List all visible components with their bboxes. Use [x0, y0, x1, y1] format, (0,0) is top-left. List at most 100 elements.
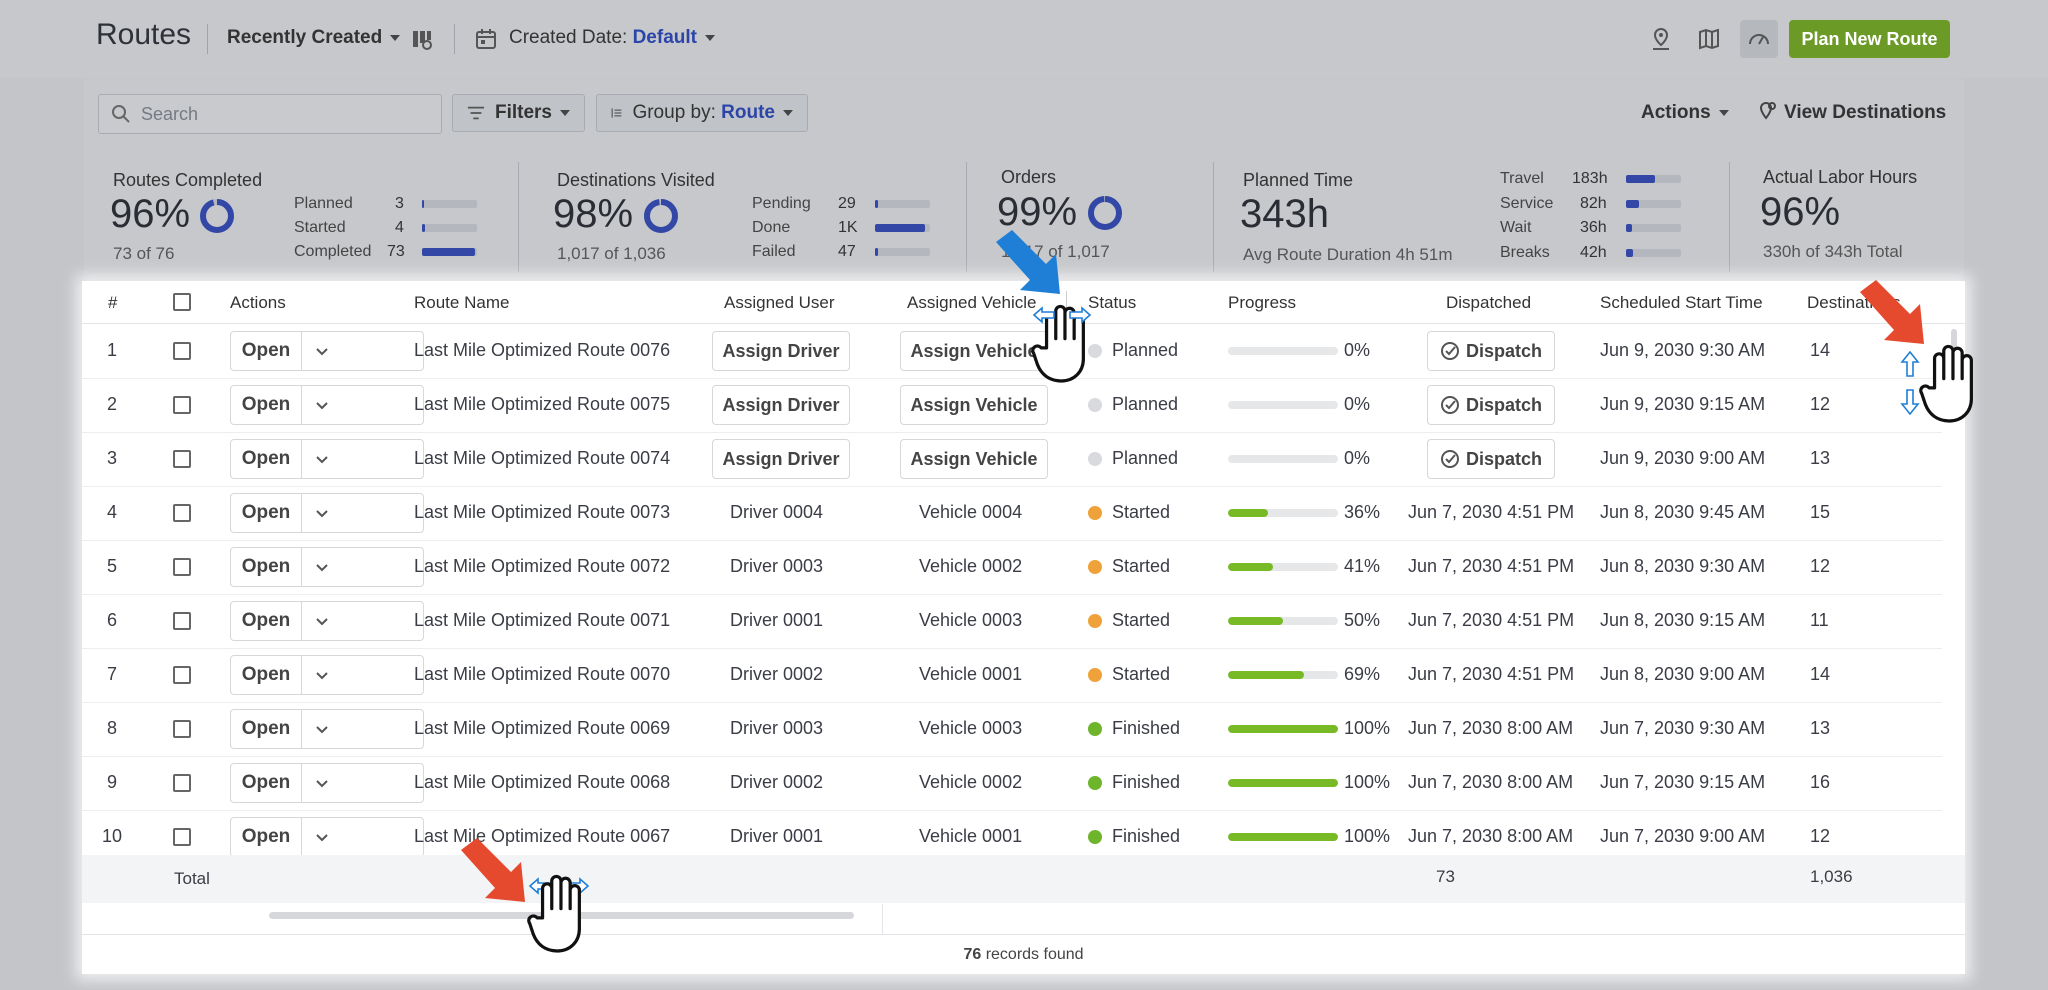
assigned-user[interactable]: Driver 0001: [730, 610, 824, 630]
progress-label: 0%: [1344, 340, 1371, 360]
open-route-button[interactable]: Open: [230, 601, 424, 641]
column-header-assigned-user[interactable]: Assigned User: [724, 293, 835, 312]
row-checkbox[interactable]: [173, 504, 191, 522]
open-route-button[interactable]: Open: [230, 385, 424, 425]
dispatch-button[interactable]: Dispatch: [1427, 385, 1555, 425]
route-name[interactable]: Last Mile Optimized Route 0071: [414, 610, 671, 630]
route-name[interactable]: Last Mile Optimized Route 0067: [414, 826, 671, 846]
chevron-down-icon[interactable]: [315, 398, 329, 412]
assign-vehicle-button[interactable]: Assign Vehicle: [900, 439, 1048, 479]
column-header-status[interactable]: Status: [1088, 293, 1137, 312]
table-row[interactable]: 4 Open Last Mile Optimized Route 0073 Drive…: [82, 486, 1942, 541]
route-name[interactable]: Last Mile Optimized Route 0069: [414, 718, 671, 738]
assign-driver-button[interactable]: Assign Driver: [712, 331, 850, 371]
assign-driver-button[interactable]: Assign Driver: [712, 439, 850, 479]
table-row[interactable]: 1 Open Last Mile Optimized Route 0076 Assig…: [82, 324, 1942, 379]
table-row[interactable]: 2 Open Last Mile Optimized Route 0075 Assig…: [82, 378, 1942, 433]
actions-dropdown[interactable]: Actions: [1641, 102, 1729, 124]
chevron-down-icon[interactable]: [315, 344, 329, 358]
row-checkbox[interactable]: [173, 450, 191, 468]
assigned-vehicle[interactable]: Vehicle 0001: [919, 826, 1023, 846]
select-all-checkbox[interactable]: [173, 293, 191, 311]
assigned-user[interactable]: Driver 0003: [730, 556, 824, 576]
assign-vehicle-button[interactable]: Assign Vehicle: [900, 385, 1048, 425]
column-settings-icon[interactable]: [410, 28, 434, 52]
row-checkbox[interactable]: [173, 558, 191, 576]
row-checkbox[interactable]: [173, 774, 191, 792]
assigned-vehicle[interactable]: Vehicle 0004: [919, 502, 1023, 522]
chevron-down-icon[interactable]: [315, 452, 329, 466]
chevron-down-icon[interactable]: [315, 614, 329, 628]
dispatched-time: Jun 7, 2030 8:00 AM: [1408, 826, 1574, 846]
sort-dropdown[interactable]: Recently Created: [227, 27, 401, 49]
assigned-user[interactable]: Driver 0004: [730, 502, 824, 522]
chevron-down-icon[interactable]: [315, 506, 329, 520]
location-pin-icon[interactable]: [1648, 26, 1674, 52]
caret-down-icon: [783, 110, 793, 116]
date-filter-dropdown[interactable]: Created Date: Default: [509, 27, 715, 49]
table-row[interactable]: 3 Open Last Mile Optimized Route 0074 Assig…: [82, 432, 1942, 487]
row-checkbox[interactable]: [173, 342, 191, 360]
column-header-assigned-vehicle[interactable]: Assigned Vehicle: [907, 293, 1037, 312]
view-destinations-button[interactable]: View Destinations: [1758, 101, 1946, 124]
plan-new-route-button[interactable]: Plan New Route: [1789, 20, 1950, 58]
row-checkbox[interactable]: [173, 396, 191, 414]
open-route-button[interactable]: Open: [230, 493, 424, 533]
open-route-button[interactable]: Open: [230, 547, 424, 587]
column-header-number[interactable]: #: [108, 293, 118, 312]
route-name[interactable]: Last Mile Optimized Route 0072: [414, 556, 671, 576]
assigned-user[interactable]: Driver 0002: [730, 772, 824, 792]
assigned-vehicle[interactable]: Vehicle 0002: [919, 772, 1023, 792]
column-header-route-name[interactable]: Route Name: [414, 293, 510, 312]
dashboard-gauge-icon[interactable]: [1740, 20, 1778, 58]
row-checkbox[interactable]: [173, 720, 191, 738]
chevron-down-icon[interactable]: [315, 560, 329, 574]
assign-vehicle-button[interactable]: Assign Vehicle: [900, 331, 1048, 371]
assign-driver-button[interactable]: Assign Driver: [712, 385, 850, 425]
route-name[interactable]: Last Mile Optimized Route 0074: [414, 448, 671, 468]
assigned-vehicle[interactable]: Vehicle 0003: [919, 610, 1023, 630]
route-name[interactable]: Last Mile Optimized Route 0076: [414, 340, 671, 360]
route-name[interactable]: Last Mile Optimized Route 0070: [414, 664, 671, 684]
open-route-button[interactable]: Open: [230, 331, 424, 371]
route-name[interactable]: Last Mile Optimized Route 0075: [414, 394, 671, 414]
dispatch-button[interactable]: Dispatch: [1427, 439, 1555, 479]
open-route-button[interactable]: Open: [230, 439, 424, 479]
table-row[interactable]: 8 Open Last Mile Optimized Route 0069 Drive…: [82, 702, 1942, 757]
column-header-dispatched[interactable]: Dispatched: [1446, 293, 1532, 312]
caret-down-icon: [704, 34, 715, 41]
chevron-down-icon[interactable]: [315, 722, 329, 736]
column-resize-handle[interactable]: [1066, 291, 1067, 315]
row-checkbox[interactable]: [173, 666, 191, 684]
assigned-vehicle[interactable]: Vehicle 0001: [919, 664, 1023, 684]
column-header-actions[interactable]: Actions: [230, 293, 286, 312]
assigned-user[interactable]: Driver 0003: [730, 718, 824, 738]
table-row[interactable]: 9 Open Last Mile Optimized Route 0068 Drive…: [82, 756, 1942, 811]
assigned-vehicle[interactable]: Vehicle 0003: [919, 718, 1023, 738]
column-header-progress[interactable]: Progress: [1228, 293, 1297, 312]
route-name[interactable]: Last Mile Optimized Route 0073: [414, 502, 671, 522]
open-route-button[interactable]: Open: [230, 763, 424, 803]
assigned-user[interactable]: Driver 0001: [730, 826, 824, 846]
row-checkbox[interactable]: [173, 612, 191, 630]
dispatch-button[interactable]: Dispatch: [1427, 331, 1555, 371]
column-header-scheduled-start[interactable]: Scheduled Start Time: [1600, 293, 1763, 312]
map-icon[interactable]: [1696, 26, 1722, 52]
assigned-user[interactable]: Driver 0002: [730, 664, 824, 684]
table-row[interactable]: 6 Open Last Mile Optimized Route 0071 Drive…: [82, 594, 1942, 649]
row-checkbox[interactable]: [173, 828, 191, 846]
open-route-button[interactable]: Open: [230, 709, 424, 749]
open-route-button[interactable]: Open: [230, 655, 424, 695]
group-by-dropdown[interactable]: Group by: Route: [596, 94, 808, 132]
routes-table: # Actions Route Name Assigned User Assig…: [82, 281, 1965, 974]
chevron-down-icon[interactable]: [315, 830, 329, 844]
filters-button[interactable]: Filters: [452, 94, 585, 132]
chevron-down-icon[interactable]: [315, 668, 329, 682]
table-row[interactable]: 7 Open Last Mile Optimized Route 0070 Drive…: [82, 648, 1942, 703]
assigned-vehicle[interactable]: Vehicle 0002: [919, 556, 1023, 576]
search-input[interactable]: Search: [98, 94, 442, 134]
route-name[interactable]: Last Mile Optimized Route 0068: [414, 772, 671, 792]
open-route-button[interactable]: Open: [230, 817, 424, 857]
chevron-down-icon[interactable]: [315, 776, 329, 790]
table-row[interactable]: 5 Open Last Mile Optimized Route 0072 Drive…: [82, 540, 1942, 595]
